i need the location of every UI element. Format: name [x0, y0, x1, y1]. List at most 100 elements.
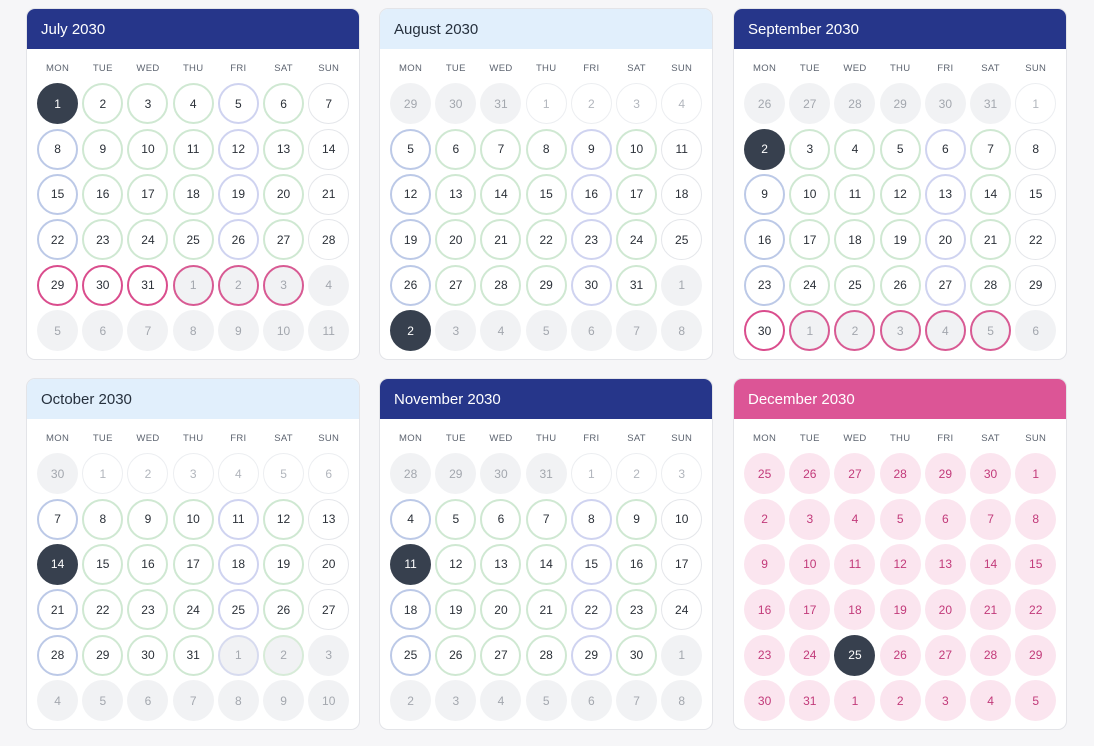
day-cell[interactable]: 5 — [82, 680, 124, 722]
day-cell[interactable]: 6 — [570, 680, 612, 722]
day-cell[interactable]: 28 — [970, 634, 1012, 676]
day-cell[interactable]: 14 — [37, 543, 79, 585]
day-cell[interactable]: 1 — [1015, 453, 1057, 495]
day-cell[interactable]: 23 — [570, 219, 612, 261]
day-cell[interactable]: 3 — [616, 83, 658, 125]
day-cell[interactable]: 29 — [570, 634, 612, 676]
day-cell[interactable]: 13 — [308, 498, 350, 540]
day-cell[interactable]: 17 — [172, 543, 214, 585]
day-cell[interactable]: 12 — [879, 543, 921, 585]
day-cell[interactable]: 6 — [435, 128, 477, 170]
day-cell[interactable]: 2 — [390, 310, 432, 352]
day-cell[interactable]: 7 — [525, 498, 567, 540]
day-cell[interactable]: 18 — [172, 173, 214, 215]
day-cell[interactable]: 3 — [879, 310, 921, 352]
day-cell[interactable]: 10 — [661, 498, 703, 540]
day-cell[interactable]: 13 — [480, 543, 522, 585]
day-cell[interactable]: 9 — [127, 498, 169, 540]
day-cell[interactable]: 30 — [970, 453, 1012, 495]
day-cell[interactable]: 9 — [217, 310, 259, 352]
day-cell[interactable]: 6 — [570, 310, 612, 352]
day-cell[interactable]: 1 — [1015, 83, 1057, 125]
day-cell[interactable]: 25 — [834, 634, 876, 676]
day-cell[interactable]: 6 — [1015, 310, 1057, 352]
day-cell[interactable]: 28 — [834, 83, 876, 125]
day-cell[interactable]: 9 — [82, 128, 124, 170]
day-cell[interactable]: 1 — [661, 634, 703, 676]
day-cell[interactable]: 24 — [789, 264, 831, 306]
day-cell[interactable]: 31 — [616, 264, 658, 306]
day-cell[interactable]: 30 — [82, 264, 124, 306]
day-cell[interactable]: 18 — [661, 173, 703, 215]
day-cell[interactable]: 20 — [924, 219, 966, 261]
day-cell[interactable]: 24 — [127, 219, 169, 261]
day-cell[interactable]: 6 — [480, 498, 522, 540]
day-cell[interactable]: 7 — [480, 128, 522, 170]
day-cell[interactable]: 5 — [37, 310, 79, 352]
day-cell[interactable]: 31 — [789, 680, 831, 722]
day-cell[interactable]: 29 — [37, 264, 79, 306]
day-cell[interactable]: 18 — [834, 589, 876, 631]
month-title[interactable]: August 2030 — [380, 9, 712, 49]
day-cell[interactable]: 25 — [834, 264, 876, 306]
day-cell[interactable]: 28 — [970, 264, 1012, 306]
day-cell[interactable]: 26 — [879, 264, 921, 306]
day-cell[interactable]: 31 — [172, 634, 214, 676]
day-cell[interactable]: 13 — [924, 543, 966, 585]
day-cell[interactable]: 2 — [834, 310, 876, 352]
day-cell[interactable]: 12 — [879, 173, 921, 215]
day-cell[interactable]: 3 — [435, 680, 477, 722]
day-cell[interactable]: 30 — [616, 634, 658, 676]
day-cell[interactable]: 6 — [924, 128, 966, 170]
day-cell[interactable]: 24 — [172, 589, 214, 631]
day-cell[interactable]: 16 — [82, 173, 124, 215]
day-cell[interactable]: 18 — [217, 543, 259, 585]
day-cell[interactable]: 30 — [435, 83, 477, 125]
day-cell[interactable]: 9 — [744, 543, 786, 585]
day-cell[interactable]: 8 — [661, 310, 703, 352]
day-cell[interactable]: 9 — [616, 498, 658, 540]
day-cell[interactable]: 26 — [789, 453, 831, 495]
day-cell[interactable]: 5 — [525, 310, 567, 352]
day-cell[interactable]: 24 — [789, 634, 831, 676]
day-cell[interactable]: 6 — [127, 680, 169, 722]
day-cell[interactable]: 25 — [217, 589, 259, 631]
day-cell[interactable]: 7 — [308, 83, 350, 125]
day-cell[interactable]: 24 — [616, 219, 658, 261]
day-cell[interactable]: 2 — [744, 128, 786, 170]
day-cell[interactable]: 2 — [390, 680, 432, 722]
day-cell[interactable]: 3 — [127, 83, 169, 125]
day-cell[interactable]: 13 — [924, 173, 966, 215]
day-cell[interactable]: 6 — [263, 83, 305, 125]
day-cell[interactable]: 4 — [970, 680, 1012, 722]
day-cell[interactable]: 4 — [834, 128, 876, 170]
day-cell[interactable]: 31 — [480, 83, 522, 125]
day-cell[interactable]: 3 — [661, 453, 703, 495]
day-cell[interactable]: 16 — [744, 589, 786, 631]
day-cell[interactable]: 22 — [37, 219, 79, 261]
day-cell[interactable]: 11 — [217, 498, 259, 540]
day-cell[interactable]: 17 — [789, 589, 831, 631]
day-cell[interactable]: 1 — [37, 83, 79, 125]
day-cell[interactable]: 8 — [37, 128, 79, 170]
day-cell[interactable]: 30 — [744, 680, 786, 722]
day-cell[interactable]: 19 — [263, 543, 305, 585]
day-cell[interactable]: 7 — [970, 498, 1012, 540]
day-cell[interactable]: 5 — [263, 453, 305, 495]
day-cell[interactable]: 8 — [525, 128, 567, 170]
day-cell[interactable]: 28 — [879, 453, 921, 495]
day-cell[interactable]: 28 — [37, 634, 79, 676]
day-cell[interactable]: 12 — [390, 173, 432, 215]
day-cell[interactable]: 22 — [570, 589, 612, 631]
day-cell[interactable]: 30 — [127, 634, 169, 676]
day-cell[interactable]: 16 — [127, 543, 169, 585]
month-title[interactable]: December 2030 — [734, 379, 1066, 419]
day-cell[interactable]: 18 — [390, 589, 432, 631]
day-cell[interactable]: 10 — [616, 128, 658, 170]
day-cell[interactable]: 2 — [217, 264, 259, 306]
day-cell[interactable]: 4 — [661, 83, 703, 125]
day-cell[interactable]: 7 — [37, 498, 79, 540]
day-cell[interactable]: 27 — [834, 453, 876, 495]
day-cell[interactable]: 16 — [744, 219, 786, 261]
day-cell[interactable]: 1 — [789, 310, 831, 352]
